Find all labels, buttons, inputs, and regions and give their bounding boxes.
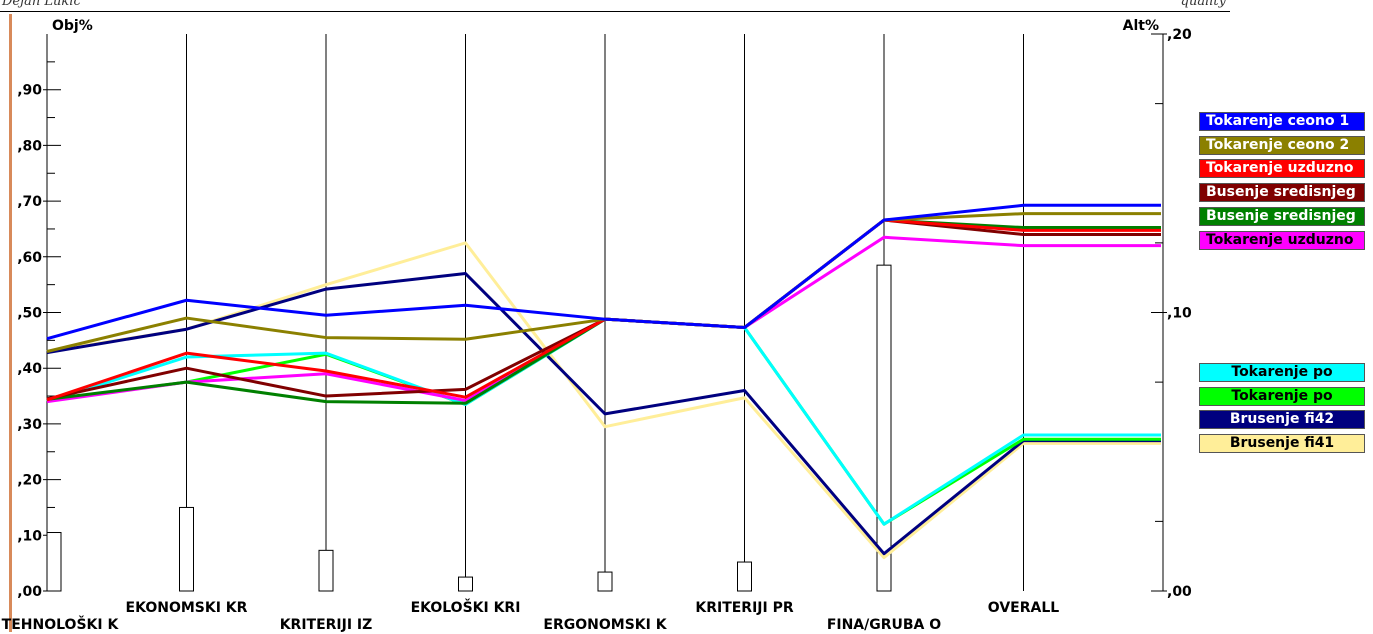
- series-line: [46, 203, 1161, 341]
- left-tick-label: ,00: [17, 584, 42, 600]
- objective-weight-bar: [179, 506, 194, 592]
- header-left-text: Dejan Lukić: [2, 0, 81, 9]
- criterion-label: OVERALL: [988, 600, 1059, 616]
- legend-item: Tokarenje uzduzno: [1199, 159, 1365, 179]
- left-tick-label: ,90: [17, 83, 42, 99]
- objective-weight-bar: [318, 549, 334, 592]
- objective-weight-bar: [458, 576, 473, 592]
- legend-item: Tokarenje ceono 1: [1199, 112, 1365, 131]
- left-axis-title: Obj%: [52, 18, 93, 34]
- page-header: Dejan Lukić quality: [0, 0, 1230, 12]
- page-margin-rule: [9, 14, 12, 632]
- legend-item: Tokarenje ceono 2: [1199, 135, 1365, 155]
- legend-item: Tokarenje uzduzno: [1199, 230, 1365, 250]
- axes-layer: [43, 33, 1167, 592]
- right-tick-label: ,20: [1167, 27, 1192, 43]
- legend-item: Tokarenje po: [1199, 363, 1365, 382]
- series-line: [46, 317, 1161, 526]
- series-line: [46, 212, 1161, 353]
- series-line: [46, 317, 1161, 526]
- criterion-label: KRITERIJI IZ: [280, 617, 373, 633]
- left-tick-label: ,60: [17, 250, 42, 266]
- series-line: [46, 218, 1161, 401]
- left-tick-label: ,40: [17, 361, 42, 377]
- left-tick-label: ,70: [17, 194, 42, 210]
- left-tick-label: ,20: [17, 473, 42, 489]
- criterion-label: KRITERIJI PR: [695, 600, 793, 616]
- criterion-label: EKOLOŠKI KRI: [411, 598, 521, 616]
- right-tick-label: ,00: [1167, 584, 1192, 600]
- left-tick-label: ,80: [17, 138, 42, 154]
- objective-weight-bar: [876, 264, 892, 592]
- criterion-label: TEHNOLOŠKI K: [2, 615, 120, 633]
- legend-item: Brusenje fi41: [1199, 434, 1365, 454]
- series-line: [46, 241, 1161, 560]
- right-axis-title: Alt%: [1123, 18, 1159, 34]
- weight-bars-layer: [46, 264, 892, 592]
- legend-item: Busenje sredisnjeg: [1199, 206, 1365, 226]
- left-tick-label: ,50: [17, 306, 42, 322]
- criterion-label: ERGONOMSKI K: [543, 617, 667, 633]
- left-tick-label: ,30: [17, 417, 42, 433]
- labels-layer: ,00 ,10 ,20 ,30 ,40 ,50 ,60 ,70 ,80 ,90 ,00 ,10 ,20 O…: [2, 18, 1192, 633]
- criterion-label: EKONOMSKI KR: [126, 600, 248, 616]
- legend-item: Tokarenje po: [1199, 386, 1365, 406]
- left-tick-label: ,10: [17, 528, 42, 544]
- series-lines-layer: [46, 203, 1161, 560]
- legend-item: Busenje sredisnjeg: [1199, 183, 1365, 203]
- objective-weight-bar: [597, 571, 613, 592]
- series-line: [46, 272, 1161, 556]
- legend-item: Brusenje fi42: [1199, 410, 1365, 430]
- header-right-text: quality: [1180, 0, 1226, 9]
- criterion-label: FINA/GRUBA O: [827, 617, 941, 633]
- objective-weight-bar: [46, 532, 62, 592]
- objective-weight-bar: [737, 561, 752, 592]
- right-tick-label: ,10: [1167, 306, 1192, 322]
